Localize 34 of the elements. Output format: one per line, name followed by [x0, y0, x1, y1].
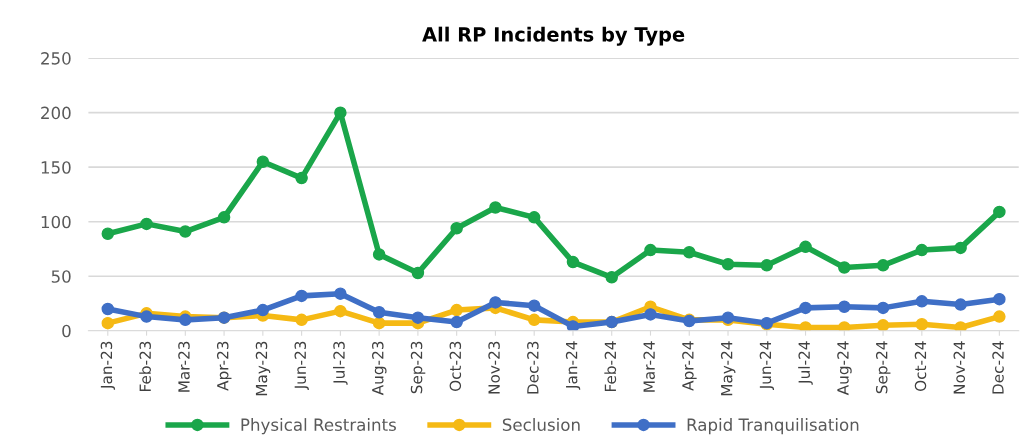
- x-tick-label: Jun-23: [294, 341, 309, 391]
- x-tick-label: Jun-24: [759, 341, 775, 391]
- x-tick-label: Aug-24: [837, 341, 852, 396]
- x-tick-label: Jan-24: [565, 341, 581, 390]
- x-tick-label: Jan-23: [100, 341, 116, 390]
- x-tick-label: Apr-24: [682, 341, 697, 391]
- chart-title: All RP Incidents by Type: [422, 26, 685, 46]
- x-tick-label: Feb-23: [139, 341, 151, 391]
- x-tick-label: Aug-23: [372, 341, 387, 396]
- y-tick-label: 250: [41, 52, 71, 65]
- legend-label: Seclusion: [502, 418, 580, 432]
- y-tick-label: 50: [51, 270, 71, 283]
- x-tick-label: Oct-23: [449, 341, 462, 392]
- x-tick-label: Jul-23: [332, 341, 348, 385]
- y-tick-label: 0: [62, 324, 71, 338]
- y-tick-label: 200: [41, 106, 71, 120]
- x-tick-label: Dec-24: [992, 341, 1004, 394]
- x-tick-label: Sep-24: [875, 341, 891, 394]
- x-tick-label: Mar-23: [178, 341, 190, 392]
- x-tick-label: Jul-24: [798, 341, 813, 385]
- x-tick-label: Nov-23: [488, 341, 500, 394]
- x-tick-label: Mar-24: [643, 341, 655, 392]
- x-tick-label: May-24: [720, 341, 736, 396]
- y-tick-label: 150: [41, 161, 71, 174]
- x-tick-label: Oct-24: [914, 341, 927, 392]
- x-tick-label: Apr-23: [216, 341, 232, 391]
- x-tick-label: Nov-24: [953, 341, 966, 394]
- x-tick-label: Sep-23: [410, 341, 426, 394]
- y-tick-label: 100: [41, 215, 71, 229]
- legend-label: Rapid Tranquilisation: [687, 418, 859, 435]
- x-tick-label: Feb-24: [604, 341, 617, 391]
- x-tick-label: May-23: [255, 341, 271, 396]
- legend-label: Physical Restraints: [241, 418, 396, 435]
- x-tick-label: Dec-23: [527, 341, 539, 394]
